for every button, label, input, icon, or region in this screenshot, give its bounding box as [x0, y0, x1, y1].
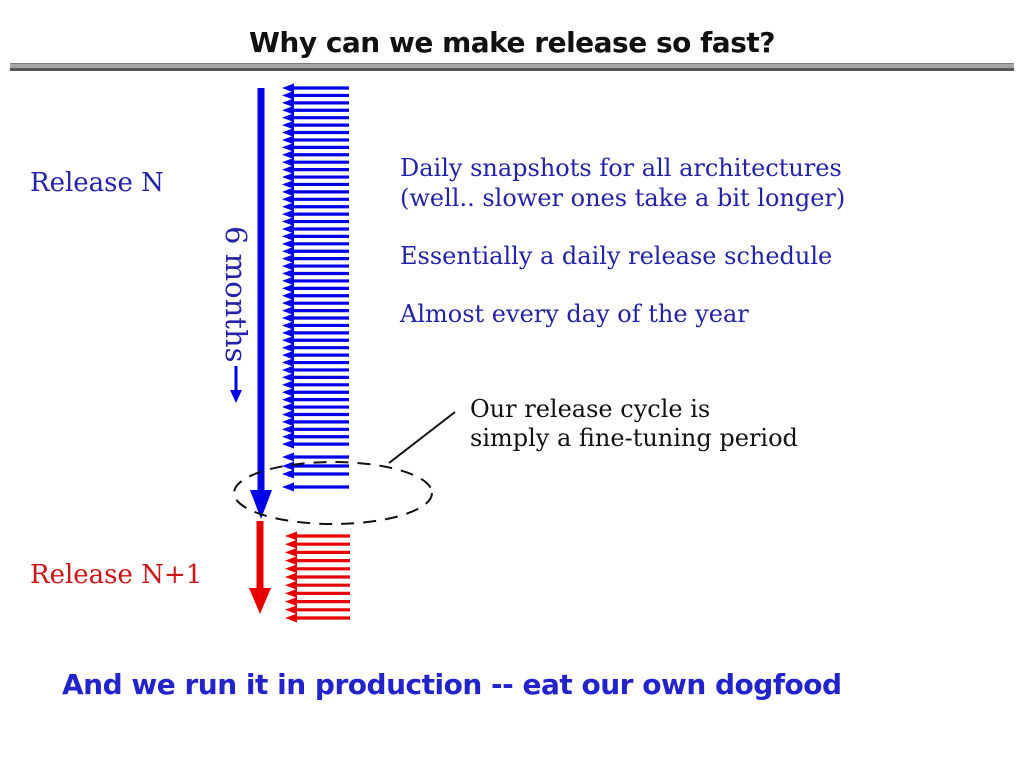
- daily-snapshot-arrow-head: [282, 217, 294, 227]
- daily-snapshot-arrow-head: [282, 482, 294, 492]
- release-n-plus-1-label: Release N+1: [30, 560, 203, 590]
- callout-line1: Our release cycle is: [470, 395, 711, 423]
- daily-snapshot-arrow-head: [282, 402, 294, 412]
- release-n-plus-1-snapshot-arrow-head: [285, 580, 297, 590]
- daily-snapshot-arrow-head: [282, 90, 294, 100]
- daily-snapshot-arrow-head: [282, 202, 294, 212]
- daily-snapshot-arrow-head: [282, 224, 294, 234]
- daily-snapshot-arrow-head: [282, 372, 294, 382]
- daily-snapshot-arrow-head: [282, 439, 294, 449]
- daily-snapshot-arrow-head: [282, 380, 294, 390]
- daily-snapshot-arrow-head: [282, 283, 294, 293]
- daily-snapshot-arrow-head: [282, 424, 294, 434]
- daily-snapshot-arrow-head: [282, 209, 294, 219]
- daily-snapshot-arrow-head: [282, 231, 294, 241]
- note-almost-every-day: Almost every day of the year: [400, 300, 749, 328]
- daily-snapshot-arrow-head: [282, 157, 294, 167]
- daily-snapshot-arrow-head: [282, 254, 294, 264]
- release-n-label: Release N: [30, 168, 164, 198]
- daily-snapshot-arrow-head: [282, 432, 294, 442]
- daily-snapshot-arrow-head: [282, 335, 294, 345]
- fine-tuning-ellipse: [233, 461, 433, 525]
- daily-snapshot-arrow-head: [282, 276, 294, 286]
- daily-snapshot-arrow-head: [282, 298, 294, 308]
- release-n-plus-1-snapshot-arrow-head: [285, 588, 297, 598]
- daily-snapshot-arrow-head: [282, 165, 294, 175]
- callout-line2: simply a fine-tuning period: [470, 424, 798, 452]
- divider-dark-bar: [10, 68, 1014, 71]
- release-n-plus-1-snapshot-arrow-head: [285, 613, 297, 623]
- daily-snapshot-arrow-head: [282, 261, 294, 271]
- release-n-plus-1-snapshot-arrow-head: [285, 531, 297, 541]
- note-daily-schedule: Essentially a daily release schedule: [400, 242, 833, 270]
- callout-pointer-line: [388, 411, 456, 464]
- note-daily-snapshots-line2: (well.. slower ones take a bit longer): [400, 184, 846, 212]
- daily-snapshot-arrow-head: [282, 172, 294, 182]
- six-months-direction-arrow-head: [230, 390, 242, 403]
- daily-snapshot-arrow-head: [282, 142, 294, 152]
- daily-snapshot-arrow-head: [282, 269, 294, 278]
- daily-snapshot-arrow-head: [282, 409, 294, 419]
- daily-snapshot-arrow-head: [282, 239, 294, 249]
- daily-snapshot-arrow-head: [282, 291, 294, 301]
- release-n-plus-1-snapshot-arrow-head: [285, 605, 297, 615]
- note-daily-snapshots-line1: Daily snapshots for all architectures: [400, 154, 842, 182]
- release-n-plus-1-snapshot-arrow-head: [285, 597, 297, 607]
- daily-snapshot-arrow-head: [282, 387, 294, 397]
- daily-snapshot-arrow-head: [282, 469, 294, 479]
- slide-title: Why can we make release so fast?: [249, 26, 775, 59]
- daily-snapshot-arrow-head: [282, 105, 294, 115]
- daily-snapshot-arrow-head: [282, 150, 294, 160]
- daily-snapshot-arrow-head: [282, 313, 294, 323]
- daily-snapshot-arrow-head: [282, 395, 294, 405]
- daily-snapshot-arrow-head: [282, 128, 294, 138]
- six-months-label: 6 months: [219, 226, 253, 363]
- daily-snapshot-arrow-head: [282, 306, 294, 316]
- daily-snapshot-arrow-head: [282, 452, 294, 462]
- daily-snapshot-arrow-head: [282, 328, 294, 338]
- daily-snapshot-arrow-head: [282, 135, 294, 145]
- daily-snapshot-arrow-head: [282, 120, 294, 130]
- footer-note: And we run it in production -- eat our o…: [62, 668, 842, 701]
- release-n-plus-1-snapshot-arrow-head: [285, 539, 297, 549]
- daily-snapshot-arrow-head: [282, 179, 294, 189]
- daily-snapshot-arrow-head: [282, 461, 294, 471]
- daily-snapshot-arrow-head: [282, 365, 294, 375]
- divider-light-bar: [10, 64, 1014, 68]
- daily-snapshot-arrow-head: [282, 417, 294, 427]
- daily-snapshot-arrow-head: [282, 358, 294, 368]
- release-n-plus-1-snapshot-arrow-head: [285, 572, 297, 582]
- daily-snapshot-arrow-head: [282, 194, 294, 204]
- title-divider: [10, 63, 1014, 71]
- release-cycle-callout: Our release cycle is simply a fine-tunin…: [470, 395, 798, 453]
- daily-snapshot-arrow-head: [282, 83, 294, 93]
- release-n-plus-1-snapshot-arrow-head: [285, 564, 297, 574]
- daily-snapshot-arrow-head: [282, 98, 294, 108]
- six-month-timeline-arrow-head: [250, 490, 272, 519]
- release-n-plus-1-timeline-arrow-head: [249, 588, 271, 614]
- daily-snapshot-arrow-head: [282, 187, 294, 197]
- daily-snapshot-arrow-head: [282, 113, 294, 123]
- daily-snapshot-arrow-head: [282, 350, 294, 360]
- release-n-plus-1-snapshot-arrow-head: [285, 556, 297, 566]
- release-n-plus-1-snapshot-arrow-head: [285, 547, 297, 557]
- daily-snapshot-arrow-head: [282, 246, 294, 256]
- daily-snapshot-arrow-head: [282, 320, 294, 330]
- daily-snapshot-arrow-head: [282, 343, 294, 353]
